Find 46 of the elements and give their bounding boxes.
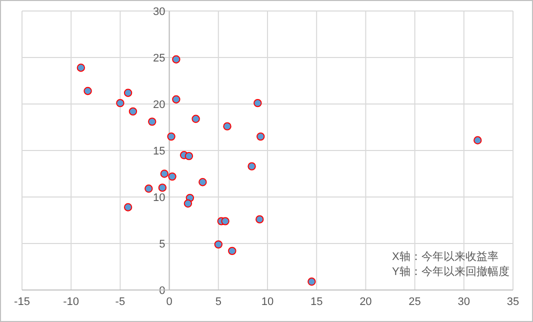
point [223,122,232,130]
y-tick-label: 15 [153,146,166,158]
annotation: Y轴：今年以来回撤幅度 [392,265,510,278]
point [256,132,265,141]
x-tick-label: 25 [408,296,421,308]
point [158,184,167,192]
x-tick-label: -10 [63,296,80,308]
x-tick-label: -15 [14,296,30,308]
point [198,178,207,186]
point [172,95,180,104]
point [308,278,316,286]
x-tick-label: 20 [360,296,372,308]
x-tick-label: 10 [261,296,274,308]
point [124,203,132,212]
point [256,215,264,224]
point [160,170,168,178]
point [144,184,153,193]
point [254,98,262,108]
point [116,98,124,108]
annotation: X轴：今年以来收益率 [392,250,498,263]
y-tick-label: 20 [153,99,166,111]
point [168,172,176,181]
point [248,162,256,170]
x-tick-label: 35 [506,296,520,308]
y-tick-label: 30 [153,6,166,18]
x-tick-label: 30 [458,296,470,308]
point [76,64,86,72]
point [228,246,236,256]
point [148,118,156,126]
point [474,136,482,144]
y-tick-label: 5 [159,238,166,250]
x-tick-label: -5 [115,296,126,308]
y-tick-label: 10 [153,192,166,204]
point [221,217,230,226]
point [124,88,132,97]
y-tick-label: 25 [153,52,166,64]
point [172,55,180,64]
point [84,86,92,96]
x-tick-label: 15 [310,296,323,308]
point [214,240,222,249]
point [192,114,200,123]
point [167,132,176,141]
point [128,107,138,116]
x-tick-label: 5 [215,296,222,308]
point [184,199,192,208]
point [184,152,194,160]
